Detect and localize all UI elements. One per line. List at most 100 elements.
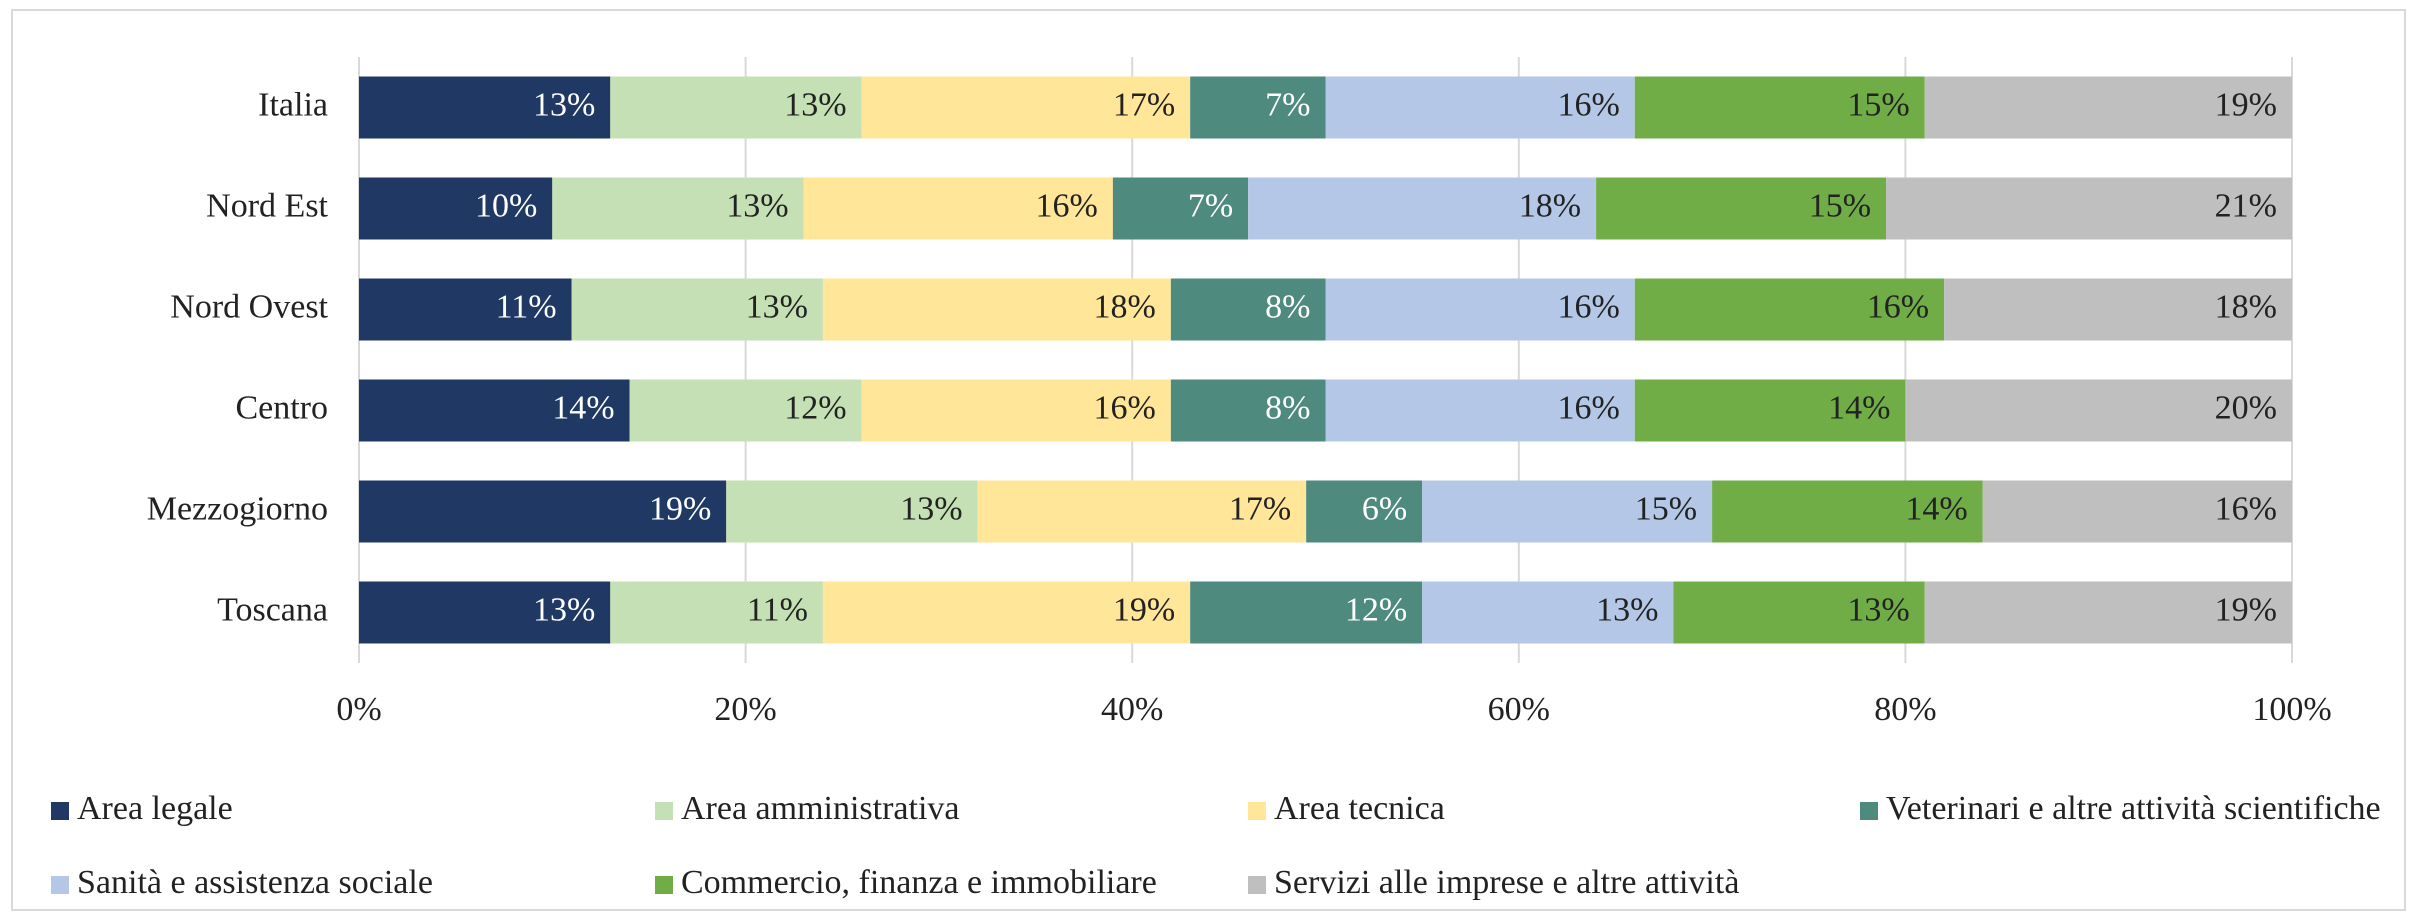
data-label: 14% bbox=[552, 389, 614, 426]
data-label: 17% bbox=[1113, 86, 1175, 123]
data-label: 16% bbox=[1557, 86, 1619, 123]
legend-swatch bbox=[655, 876, 673, 894]
bar-segment bbox=[1886, 177, 2292, 240]
data-label: 19% bbox=[649, 490, 711, 527]
bar-segment bbox=[1634, 76, 1925, 139]
bar-segment bbox=[1596, 177, 1887, 240]
x-tick-label: 20% bbox=[714, 691, 776, 728]
bar-segment bbox=[977, 480, 1307, 543]
x-tick-label: 40% bbox=[1101, 691, 1163, 728]
y-tick-label: Nord Est bbox=[206, 187, 328, 224]
legend-label: Area tecnica bbox=[1274, 790, 1445, 827]
legend-label: Servizi alle imprese e altre attività bbox=[1274, 864, 1739, 901]
bar-segment bbox=[1982, 480, 2292, 543]
data-label: 8% bbox=[1265, 288, 1310, 325]
bar-segment bbox=[359, 581, 611, 644]
data-label: 20% bbox=[2215, 389, 2277, 426]
y-tick-label: Mezzogiorno bbox=[147, 490, 328, 527]
bar-segment bbox=[359, 76, 611, 139]
legend-label: Sanità e assistenza sociale bbox=[77, 864, 433, 901]
data-label: 16% bbox=[1867, 288, 1929, 325]
data-label: 16% bbox=[1036, 187, 1098, 224]
data-label: 13% bbox=[726, 187, 788, 224]
data-label: 10% bbox=[475, 187, 537, 224]
bar-segment bbox=[359, 379, 630, 442]
data-label: 15% bbox=[1635, 490, 1697, 527]
y-tick-label: Italia bbox=[258, 86, 328, 123]
data-label: 11% bbox=[747, 591, 808, 628]
data-label: 13% bbox=[1847, 591, 1909, 628]
data-label: 6% bbox=[1362, 490, 1407, 527]
bar-segment bbox=[1325, 76, 1635, 139]
data-label: 16% bbox=[2215, 490, 2277, 527]
bar-segment bbox=[1905, 379, 2292, 442]
x-tick-label: 80% bbox=[1874, 691, 1936, 728]
data-label: 7% bbox=[1188, 187, 1233, 224]
data-label: 18% bbox=[2215, 288, 2277, 325]
data-label: 11% bbox=[496, 288, 557, 325]
bar-segment bbox=[861, 379, 1171, 442]
bar-segment bbox=[1924, 76, 2292, 139]
legend-swatch bbox=[1860, 802, 1878, 820]
bar-segment bbox=[1422, 480, 1713, 543]
bar-segment bbox=[1190, 76, 1326, 139]
data-label: 12% bbox=[784, 389, 846, 426]
legend-label: Area legale bbox=[77, 790, 233, 827]
legend-swatch bbox=[51, 802, 69, 820]
bar-segment bbox=[822, 278, 1171, 341]
bar-segment bbox=[571, 278, 823, 341]
data-label: 14% bbox=[1905, 490, 1967, 527]
bar-segment bbox=[552, 177, 804, 240]
x-tick-label: 100% bbox=[2252, 691, 2331, 728]
data-label: 8% bbox=[1265, 389, 1310, 426]
y-tick-label: Toscana bbox=[217, 591, 328, 628]
legend-swatch bbox=[1248, 876, 1266, 894]
bar-segment bbox=[1112, 177, 1249, 240]
bar-segment bbox=[1924, 581, 2292, 644]
data-label: 18% bbox=[1519, 187, 1581, 224]
data-label: 13% bbox=[784, 86, 846, 123]
bar-segment bbox=[1170, 379, 1326, 442]
bar-segment bbox=[1673, 581, 1925, 644]
legend-swatch bbox=[51, 876, 69, 894]
bar-segment bbox=[610, 76, 862, 139]
data-label: 19% bbox=[2215, 591, 2277, 628]
data-label: 13% bbox=[900, 490, 962, 527]
bar-segment bbox=[359, 480, 727, 543]
data-label: 7% bbox=[1265, 86, 1310, 123]
chart-border bbox=[11, 9, 2406, 911]
legend-swatch bbox=[1248, 802, 1266, 820]
bar-segment bbox=[1634, 278, 1945, 341]
data-label: 15% bbox=[1809, 187, 1871, 224]
y-tick-label: Nord Ovest bbox=[170, 288, 328, 325]
data-label: 19% bbox=[1113, 591, 1175, 628]
data-label: 18% bbox=[1094, 288, 1156, 325]
legend-label: Area amministrativa bbox=[681, 790, 960, 827]
bar-segment bbox=[1325, 278, 1635, 341]
bar-segment bbox=[1306, 480, 1423, 543]
bar-segment bbox=[1712, 480, 1983, 543]
legend-label: Veterinari e altre attività scientifiche bbox=[1886, 790, 2381, 827]
data-label: 13% bbox=[533, 86, 595, 123]
bar-segment bbox=[1325, 379, 1635, 442]
data-label: 21% bbox=[2215, 187, 2277, 224]
bar-segment bbox=[1634, 379, 1906, 442]
data-label: 14% bbox=[1828, 389, 1890, 426]
bar-segment bbox=[1248, 177, 1597, 240]
data-label: 13% bbox=[746, 288, 808, 325]
data-label: 17% bbox=[1229, 490, 1291, 527]
data-label: 13% bbox=[533, 591, 595, 628]
bar-segment bbox=[1170, 278, 1326, 341]
x-tick-label: 60% bbox=[1488, 691, 1550, 728]
data-label: 16% bbox=[1557, 288, 1619, 325]
x-tick-label: 0% bbox=[336, 691, 381, 728]
data-label: 15% bbox=[1847, 86, 1909, 123]
bar-segment bbox=[1422, 581, 1674, 644]
bar-segment bbox=[803, 177, 1113, 240]
y-tick-label: Centro bbox=[235, 389, 328, 426]
data-label: 13% bbox=[1596, 591, 1658, 628]
bar-segment bbox=[629, 379, 862, 442]
bar-segment bbox=[359, 278, 572, 341]
bar-segment bbox=[726, 480, 978, 543]
